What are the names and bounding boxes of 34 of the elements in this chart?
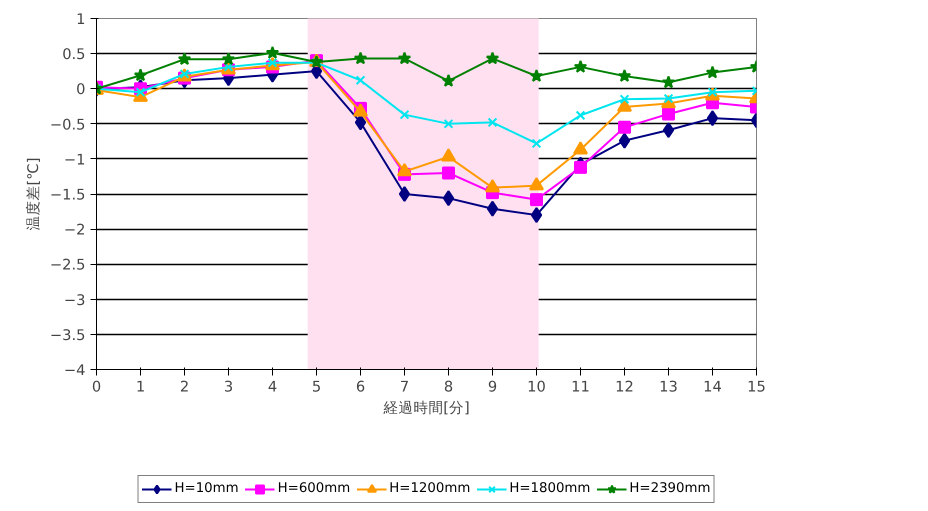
x-tick-label: 7 xyxy=(400,378,410,396)
x-tick-label: 8 xyxy=(444,378,454,396)
y-tick-label: 0.5 xyxy=(62,46,86,64)
x-tick-label: 5 xyxy=(312,378,322,396)
x-tick-label: 15 xyxy=(747,378,766,396)
x-tick-label: 9 xyxy=(488,378,498,396)
y-tick-label: −3 xyxy=(64,292,86,309)
y-tick-label: −1 xyxy=(64,151,86,168)
x-tick-label: 4 xyxy=(268,378,278,396)
y-tick-label: 0 xyxy=(76,81,86,98)
x-tick-label: 1 xyxy=(136,378,146,396)
x-tick-label: 0 xyxy=(92,378,102,396)
y-tick-label: −2 xyxy=(64,222,86,239)
legend-label: H=2390mm xyxy=(629,481,710,496)
legend-label: H=1800mm xyxy=(509,481,590,496)
x-tick-label: 3 xyxy=(224,378,234,396)
x-axis-title: 経過時間[分] xyxy=(382,400,470,416)
legend-label: H=10mm xyxy=(174,481,239,496)
legend-label: H=600mm xyxy=(278,481,350,496)
x-tick-label: 10 xyxy=(527,378,546,396)
y-tick-label: −1.5 xyxy=(50,186,86,204)
x-tick-label: 11 xyxy=(571,378,590,396)
x-tick-label: 14 xyxy=(703,378,722,396)
y-tick-label: −3.5 xyxy=(50,326,86,344)
y-tick-label: −0.5 xyxy=(50,116,86,134)
x-tick-label: 12 xyxy=(615,378,634,396)
y-tick-label: −2.5 xyxy=(50,256,86,274)
legend-label: H=1200mm xyxy=(389,481,470,496)
x-tick-label: 6 xyxy=(356,378,366,396)
y-tick-label: −4 xyxy=(64,362,86,379)
y-axis-title: 温度差[℃] xyxy=(24,158,42,230)
x-tick-label: 13 xyxy=(659,378,678,396)
y-tick-label: 1 xyxy=(76,11,86,28)
x-tick-label: 2 xyxy=(180,378,190,396)
